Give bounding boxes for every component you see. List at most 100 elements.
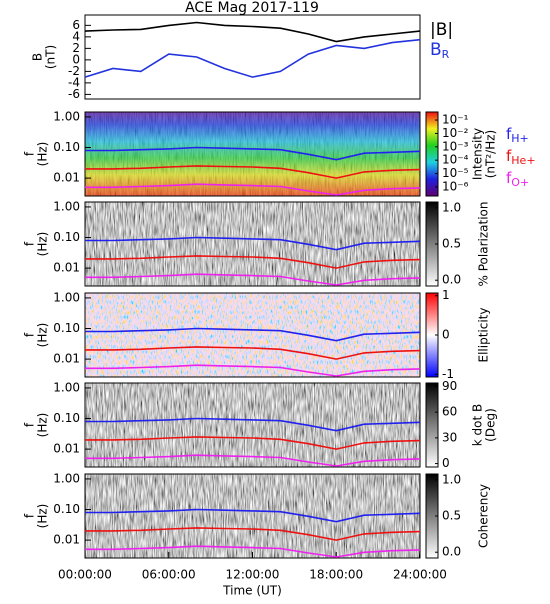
- legend-name: B: [430, 40, 442, 60]
- colorbar: [425, 111, 439, 197]
- series-line: [85, 346, 421, 360]
- chart-title: ACE Mag 2017-119: [185, 0, 319, 16]
- y-tick-label: 0.01: [53, 171, 80, 185]
- legend-entry: |B|: [430, 20, 453, 40]
- y-axis-label: B: [31, 53, 45, 61]
- legend-subscript: H+: [511, 132, 529, 145]
- plot-frame: [84, 201, 421, 287]
- series-line: [85, 454, 421, 467]
- y-tick-label: 0.10: [53, 140, 80, 154]
- legend-name: f: [506, 169, 512, 187]
- y-axis-label: (Hz): [36, 232, 50, 257]
- plot-frame: [84, 292, 421, 378]
- y-axis-label: f: [23, 513, 37, 518]
- series-line: [85, 508, 421, 523]
- y-tick-label: 1.00: [53, 290, 80, 304]
- x-tick-label: 18:00:00: [309, 568, 363, 582]
- colorbar-label: (Deg): [484, 408, 498, 442]
- colorbar-tick-label: 10⁻⁶: [442, 179, 469, 193]
- colorbar-tick-label: 0: [442, 328, 450, 342]
- y-tick-label: -4: [68, 75, 80, 89]
- y-tick-label: 0.01: [53, 533, 80, 547]
- y-tick-label: 0.10: [53, 230, 80, 244]
- y-axis-label: f: [23, 151, 37, 156]
- colorbar-tick-label: 0.0: [442, 273, 461, 287]
- colorbar-tick-label: 10⁻⁵: [442, 166, 469, 180]
- colorbar-tick-label: 1.0: [442, 200, 461, 214]
- series-line: [84, 38, 421, 78]
- series-line: [85, 417, 421, 432]
- colorbar-tick-label: 0.5: [442, 509, 461, 523]
- y-axis-label: (nT): [44, 45, 58, 69]
- colorbar-tick-label: 0.0: [442, 545, 461, 559]
- spectrogram-image: [85, 293, 420, 377]
- y-tick-label: 0.10: [53, 321, 80, 335]
- spectrogram-image: [85, 202, 420, 286]
- legend-entry: fO+: [506, 169, 529, 190]
- y-tick-label: 1.00: [53, 380, 80, 394]
- plot-frame: [84, 14, 421, 100]
- colorbar-label: % Polarization: [477, 202, 491, 287]
- colorbar-label: k dot B: [471, 404, 485, 446]
- colorbar-tick-label: 10⁻²: [442, 126, 469, 140]
- y-axis-label: (Hz): [36, 142, 50, 167]
- y-tick-label: 1.00: [53, 471, 80, 485]
- y-axis-label: (Hz): [36, 323, 50, 348]
- y-tick-label: 4: [72, 29, 80, 43]
- y-tick-label: 0.01: [53, 442, 80, 456]
- plot-frame: [84, 382, 421, 468]
- plot-frame: [84, 111, 421, 197]
- series-line: [85, 236, 421, 251]
- series-line: [85, 183, 421, 196]
- colorbar: [425, 382, 439, 468]
- legend-subscript: He+: [511, 154, 535, 167]
- colorbar-tick-label: 0: [442, 456, 450, 470]
- series-line: [85, 146, 421, 161]
- x-axis-label: Time (UT): [222, 584, 282, 598]
- colorbar-tick-label: 10⁻³: [442, 139, 469, 153]
- y-tick-label: 0.10: [53, 502, 80, 516]
- colorbar-tick-label: -1: [442, 367, 454, 381]
- y-tick-label: 2: [72, 41, 80, 55]
- colorbar-tick-label: 10⁻¹: [442, 113, 469, 127]
- legend-name: f: [506, 147, 512, 165]
- series-line: [85, 545, 421, 558]
- colorbar-tick-label: 0.5: [442, 237, 461, 251]
- y-tick-label: 6: [72, 18, 80, 32]
- series-line: [85, 255, 421, 269]
- y-tick-label: 1.00: [53, 199, 80, 213]
- series-line: [85, 436, 421, 450]
- y-tick-label: 0.01: [53, 352, 80, 366]
- series-line: [85, 327, 421, 342]
- legend-subscript: O+: [511, 176, 529, 189]
- y-tick-label: 0: [72, 52, 80, 66]
- legend-entry: fH+: [506, 125, 529, 146]
- colorbar-label: Intensity: [471, 128, 485, 180]
- x-tick-label: 24:00:00: [393, 568, 447, 582]
- colorbar-tick-label: 1: [442, 288, 450, 302]
- y-tick-label: 1.00: [53, 109, 80, 123]
- spectrogram-image: [85, 474, 420, 558]
- colorbar-tick-label: 1.0: [442, 472, 461, 486]
- series-line: [85, 165, 421, 179]
- series-line: [85, 527, 421, 541]
- legend-name: f: [506, 125, 512, 143]
- legend-entry: fHe+: [506, 147, 536, 168]
- series-line: [85, 273, 421, 286]
- colorbar-tick-label: 30: [442, 430, 457, 444]
- y-axis-label: (Hz): [36, 504, 50, 529]
- legend-subscript: R: [442, 48, 450, 61]
- y-axis-label: f: [23, 332, 37, 337]
- x-tick-label: 06:00:00: [142, 568, 196, 582]
- spectrogram-image: [85, 383, 420, 467]
- colorbar-label: Coherency: [477, 484, 491, 548]
- series-line: [84, 21, 421, 43]
- y-axis-label: (Hz): [36, 413, 50, 438]
- y-tick-label: -6: [68, 87, 80, 101]
- y-axis-label: f: [23, 241, 37, 246]
- series-line: [85, 364, 421, 377]
- y-tick-label: 0.10: [53, 411, 80, 425]
- colorbar-label: Ellipticity: [477, 308, 491, 363]
- x-tick-label: 00:00:00: [58, 568, 112, 582]
